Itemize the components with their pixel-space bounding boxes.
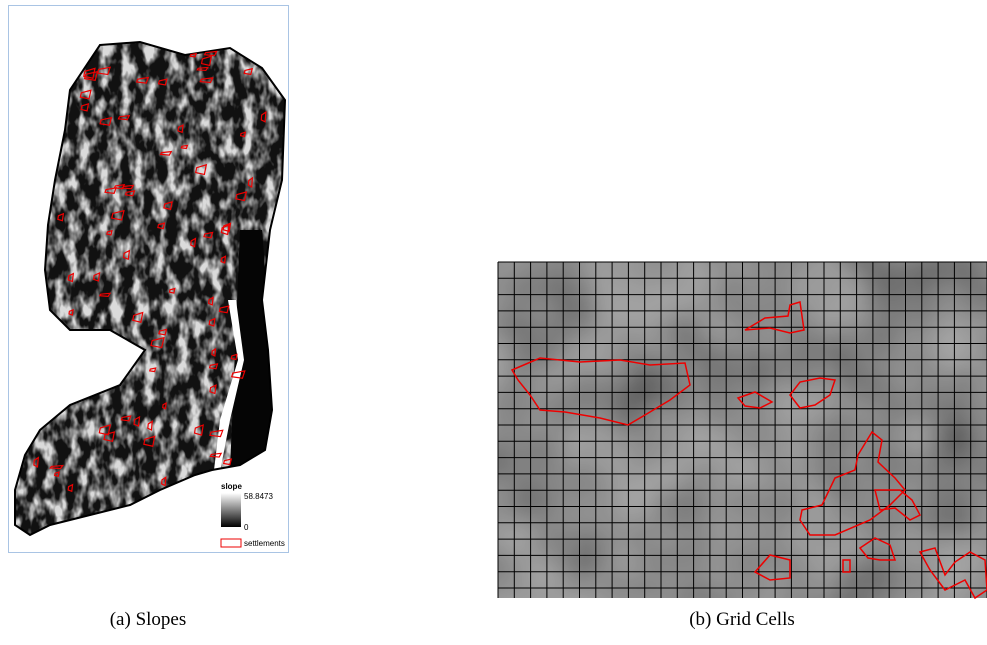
caption-a: (a) Slopes	[110, 609, 187, 630]
legend-title: slope	[221, 482, 242, 491]
page: {"panels": [ {"caption": "(a) Slopes", "…	[0, 0, 987, 645]
legend-ramp	[221, 493, 241, 527]
legend-layer: settlements	[244, 539, 285, 548]
figure: slope 58.8473 0 settlements (a) Slopes (…	[0, 0, 987, 645]
legend-min: 0	[244, 523, 249, 532]
legend-max: 58.8473	[244, 492, 273, 501]
legend-swatch	[221, 539, 241, 547]
caption-b: (b) Grid Cells	[689, 609, 795, 630]
